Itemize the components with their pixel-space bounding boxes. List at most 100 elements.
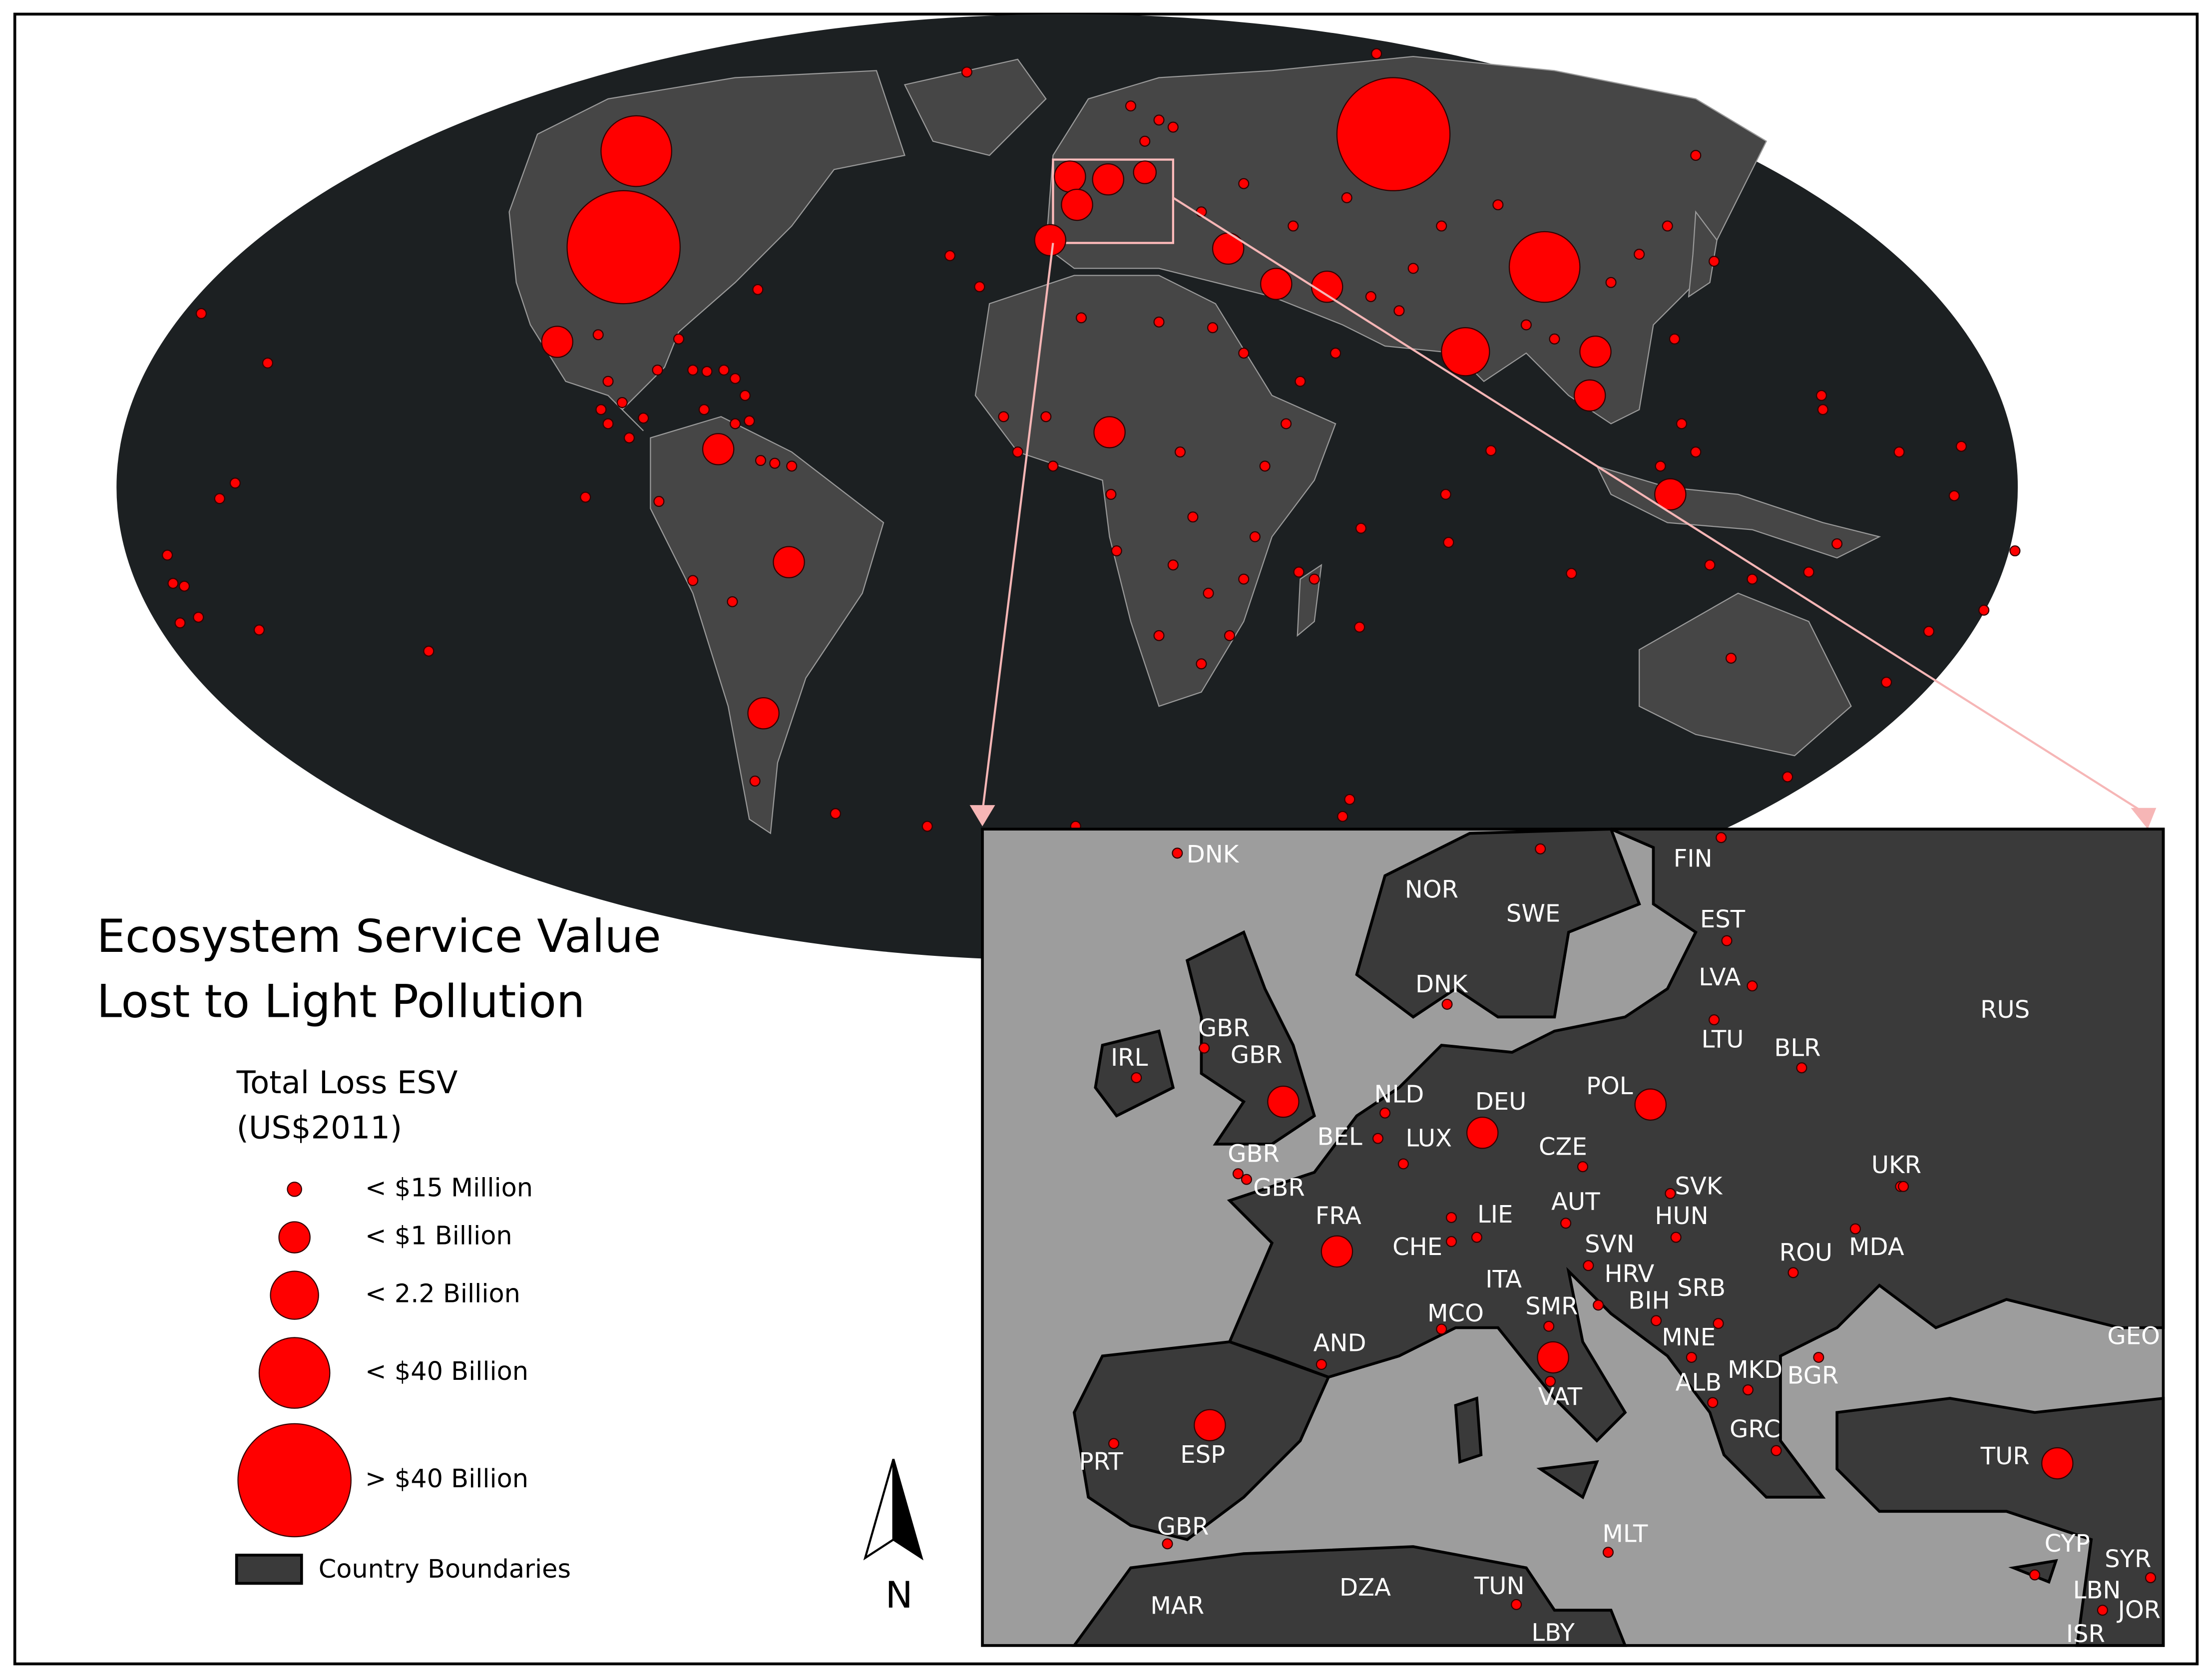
japan [1688, 210, 1718, 298]
dot [1407, 263, 1419, 274]
bubble [541, 326, 573, 358]
dot [623, 432, 635, 443]
dot [1535, 843, 1546, 854]
country-label: ITA [1485, 1265, 1522, 1293]
dot [944, 250, 956, 261]
country-label: JOR [2117, 1596, 2161, 1624]
dot [1207, 322, 1219, 334]
dot [174, 617, 186, 629]
dot [1665, 1188, 1676, 1199]
dot [1923, 626, 1935, 637]
dot [752, 284, 764, 295]
country-label: TUN [1474, 1572, 1525, 1600]
dot [179, 580, 190, 592]
country-label: LIE [1477, 1201, 1513, 1229]
bubble [1537, 1341, 1569, 1374]
dot [1796, 1062, 1807, 1074]
eurasia [1045, 55, 1768, 424]
country-label: LBN [2073, 1576, 2121, 1604]
bubble [1034, 224, 1067, 257]
dot [687, 575, 699, 586]
bubble [1441, 327, 1490, 377]
dot [744, 415, 755, 426]
dot [1355, 522, 1367, 534]
dot [1583, 1260, 1594, 1271]
dot [1371, 48, 1382, 59]
dot [1174, 446, 1186, 458]
dot [1605, 277, 1617, 288]
country-label: CZE [1539, 1133, 1587, 1161]
dot [1344, 794, 1355, 805]
dot [769, 457, 781, 469]
country-label: MAR [1150, 1592, 1204, 1620]
dot [1560, 1218, 1572, 1229]
dot [1676, 418, 1688, 429]
country-label: BGR [1787, 1362, 1839, 1390]
dot [749, 776, 761, 787]
bubble [1634, 1088, 1667, 1121]
bubble [1061, 188, 1093, 221]
bubble [1093, 416, 1126, 448]
country-label: SVK [1675, 1173, 1723, 1201]
dot [1238, 573, 1250, 585]
legend-label: Country Boundaries [319, 1555, 571, 1584]
country-label: VAT [1538, 1383, 1583, 1411]
legend-title: Total Loss ESV [236, 1064, 458, 1101]
country-label: SVN [1585, 1231, 1634, 1258]
dot [1831, 538, 1843, 549]
dot [673, 333, 684, 345]
dot [1139, 135, 1151, 147]
legend-label: < $1 Billion [365, 1222, 512, 1251]
dot [1337, 811, 1348, 822]
dot [1238, 178, 1250, 189]
dot [1898, 1181, 1909, 1192]
country-label: BIH [1628, 1287, 1670, 1315]
dot [1704, 559, 1716, 571]
dot [1125, 100, 1137, 112]
bubble [702, 433, 735, 465]
dot [1196, 658, 1207, 670]
dot [1716, 832, 1727, 843]
bubble [1133, 160, 1157, 184]
bubble [1267, 1085, 1300, 1118]
arrow-head [969, 805, 995, 827]
dot [167, 578, 179, 589]
dot [755, 454, 767, 466]
country-label: MKD [1728, 1356, 1782, 1384]
country-label: MCO [1427, 1299, 1484, 1327]
dot [602, 376, 614, 387]
dot [1549, 333, 1560, 345]
iberia [1072, 1340, 1330, 1541]
legend-label: < $40 Billion [365, 1357, 528, 1386]
legend-symbol [270, 1270, 319, 1320]
dot [921, 821, 933, 832]
dot [1249, 531, 1261, 542]
country-label: LTU [1702, 1025, 1744, 1053]
dot [1436, 1323, 1447, 1335]
world-map [116, 14, 2021, 961]
dot [1544, 1376, 1556, 1387]
country-label: UKR [1871, 1151, 1921, 1179]
dot [1485, 445, 1497, 456]
dot [1709, 1014, 1720, 1026]
dot [1543, 1320, 1555, 1332]
dot [2029, 1569, 2041, 1581]
dot [1511, 1599, 1522, 1610]
dot [253, 624, 265, 636]
country-label: BEL [1318, 1123, 1362, 1151]
country-label: SMR [1525, 1292, 1578, 1320]
country-label: GBR [1198, 1014, 1250, 1042]
country-label: ROU [1779, 1239, 1832, 1267]
dot [730, 418, 741, 429]
dot [1593, 1299, 1604, 1311]
dot [1108, 1438, 1120, 1449]
dot [2009, 545, 2021, 557]
inset-frame [981, 828, 2165, 1647]
dot [638, 413, 649, 424]
country-label: POL [1586, 1072, 1633, 1100]
sicily [1536, 1460, 1599, 1500]
dot [1441, 998, 1453, 1010]
legend-swatch [235, 1554, 303, 1585]
country-label: GEO [2107, 1322, 2160, 1350]
